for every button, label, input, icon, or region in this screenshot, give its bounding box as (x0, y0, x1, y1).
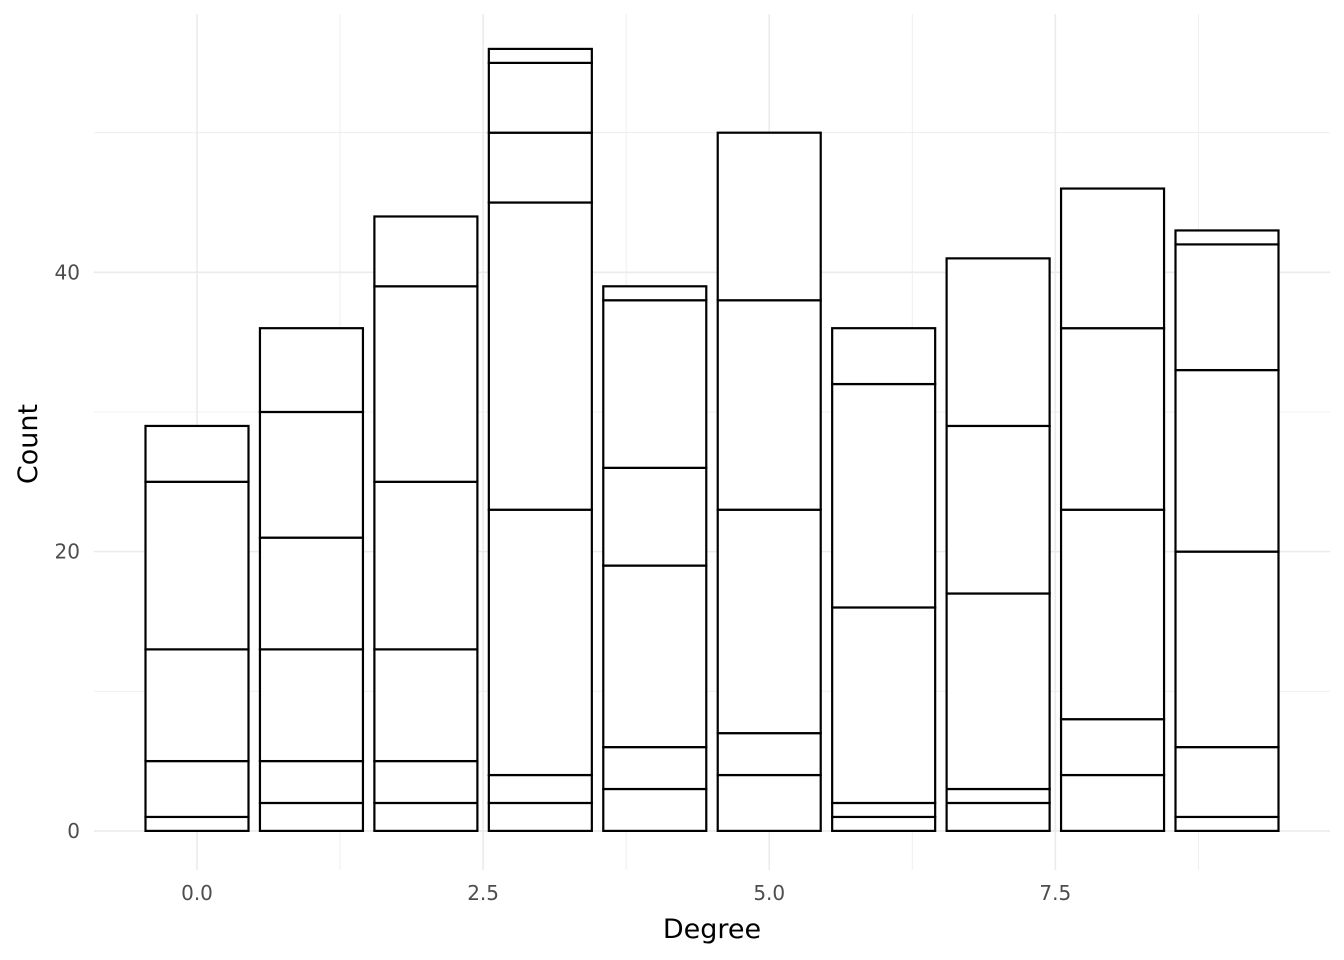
bar-segment (831, 606, 937, 805)
bar-segment (831, 801, 937, 819)
bar-segment (716, 732, 822, 777)
bar-segment (373, 759, 479, 805)
y-axis-ticks: 0 20 40 (55, 260, 80, 843)
bar-segment (716, 773, 822, 833)
bar-segment (831, 327, 937, 386)
bar-segment (487, 47, 593, 64)
bar-segment (1059, 187, 1166, 330)
bar-segment (258, 327, 365, 414)
bar-segment (373, 801, 479, 833)
bar-segment (602, 746, 708, 791)
bar-segment (373, 480, 479, 651)
y-tick-label: 0 (67, 819, 80, 843)
bar-segment (258, 410, 365, 539)
x-axis-title: Degree (663, 914, 761, 945)
x-tick-label: 7.5 (1039, 881, 1071, 905)
x-tick-label: 0.0 (181, 881, 213, 905)
bar-segment (487, 508, 593, 777)
bar-segment (1174, 550, 1280, 749)
bar-segment (602, 564, 708, 749)
bar-segment (1059, 718, 1166, 777)
bar-segment (487, 61, 593, 134)
bar-segment (144, 815, 250, 833)
bar-segment (945, 801, 1051, 833)
bar-segment (258, 801, 365, 833)
bar-segment (258, 536, 365, 651)
bar-segment (831, 815, 937, 833)
bar-segment (1174, 229, 1280, 246)
bar-segment (1059, 327, 1166, 511)
bar-segment (945, 787, 1051, 805)
y-tick-label: 20 (55, 540, 80, 564)
bar-segment (1059, 508, 1166, 721)
bar-segment (144, 480, 250, 651)
bar-segment (831, 382, 937, 609)
bar-segment (602, 466, 708, 567)
bar-segment (716, 508, 822, 735)
bar-segment (487, 773, 593, 805)
bar-segment (373, 285, 479, 483)
bar-segment (373, 215, 479, 288)
bar-segment (945, 592, 1051, 791)
bar-segment (487, 201, 593, 511)
bar-segment (144, 648, 250, 763)
bar-segment (1174, 368, 1280, 553)
bar-segment (1174, 746, 1280, 819)
bar-segment (1059, 773, 1166, 833)
bar-segment (602, 787, 708, 833)
x-tick-label: 2.5 (467, 881, 499, 905)
bar-segment (1174, 243, 1280, 372)
x-axis-ticks: 0.0 2.5 5.0 7.5 (181, 881, 1071, 905)
bar-segment (716, 131, 822, 302)
bar-segment (258, 648, 365, 763)
y-axis-title: Count (13, 404, 44, 484)
bar-segment (1174, 815, 1280, 833)
bar-segment (945, 424, 1051, 595)
bar-segment (487, 131, 593, 204)
bar-segment (602, 285, 708, 302)
x-tick-label: 5.0 (753, 881, 785, 905)
bar-segment (487, 801, 593, 833)
bars-layer (144, 47, 1280, 833)
y-tick-label: 40 (55, 260, 80, 284)
bar-segment (258, 759, 365, 805)
bar-segment (373, 648, 479, 763)
bar-segment (602, 299, 708, 469)
bar-segment (144, 424, 250, 483)
bar-segment (945, 257, 1051, 428)
bar-segment (144, 759, 250, 819)
bar-segment (716, 299, 822, 511)
